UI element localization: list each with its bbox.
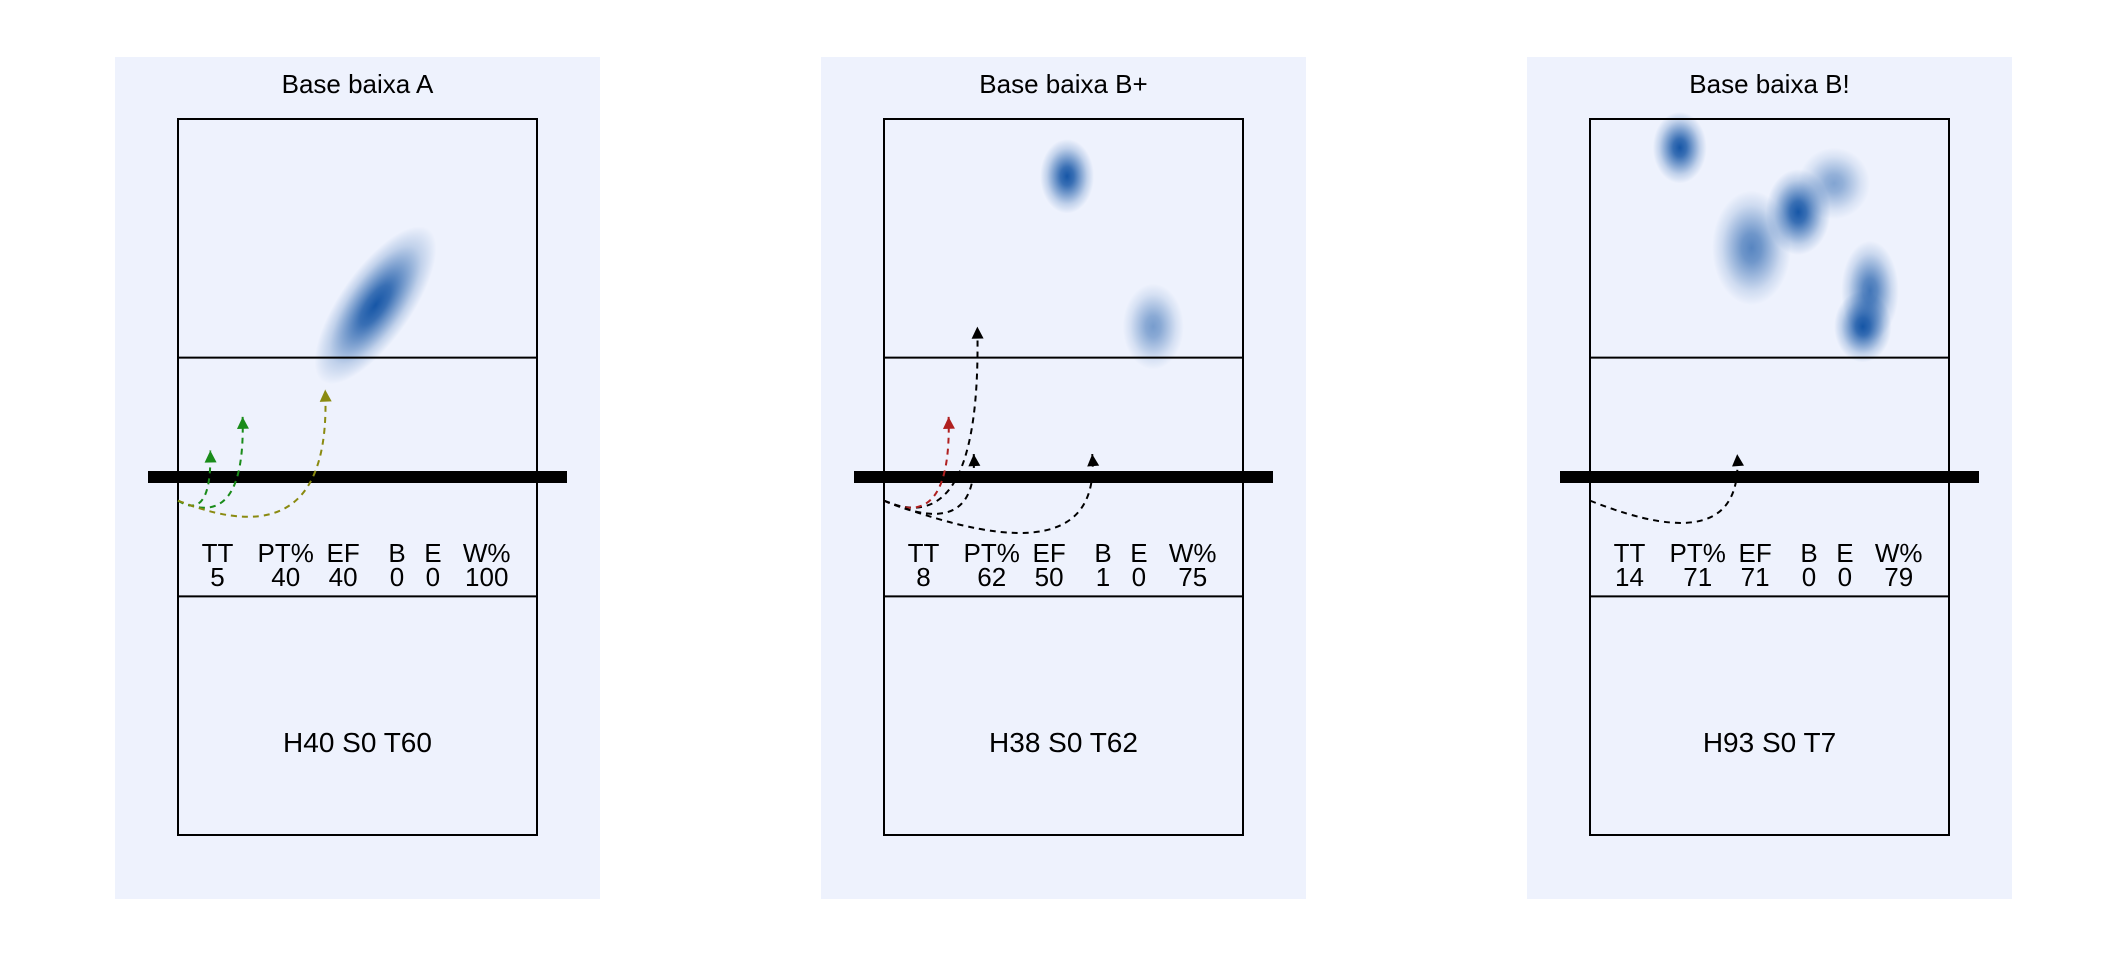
stat-value: 8 (916, 562, 930, 592)
stat-value: 1 (1096, 562, 1110, 592)
heat-blob (1040, 139, 1094, 213)
stat-value: 100 (465, 562, 508, 592)
panel-footer: H38 S0 T62 (989, 727, 1138, 758)
stat-value: 0 (1838, 562, 1852, 592)
panel-title: Base baixa B! (1689, 69, 1849, 99)
panel-footer: H93 S0 T7 (1703, 727, 1836, 758)
stat-value: 71 (1683, 562, 1712, 592)
stat-value: 62 (977, 562, 1006, 592)
stat-value: 14 (1615, 562, 1644, 592)
stat-value: 75 (1178, 562, 1207, 592)
stat-value: 5 (210, 562, 224, 592)
heat-blob (1653, 112, 1707, 184)
panel-footer: H40 S0 T60 (283, 727, 432, 758)
stat-value: 0 (426, 562, 440, 592)
stat-value: 71 (1741, 562, 1770, 592)
stat-value: 0 (390, 562, 404, 592)
stat-value: 0 (1802, 562, 1816, 592)
heat-blob (1798, 148, 1870, 220)
stat-value: 79 (1884, 562, 1913, 592)
panel-title: Base baixa B+ (979, 69, 1147, 99)
stat-value: 0 (1132, 562, 1146, 592)
panel-title: Base baixa A (282, 69, 434, 99)
stat-value: 50 (1035, 562, 1064, 592)
stat-value: 40 (271, 562, 300, 592)
heat-blob (1834, 291, 1891, 363)
stat-value: 40 (329, 562, 358, 592)
heat-blob (1712, 191, 1791, 306)
